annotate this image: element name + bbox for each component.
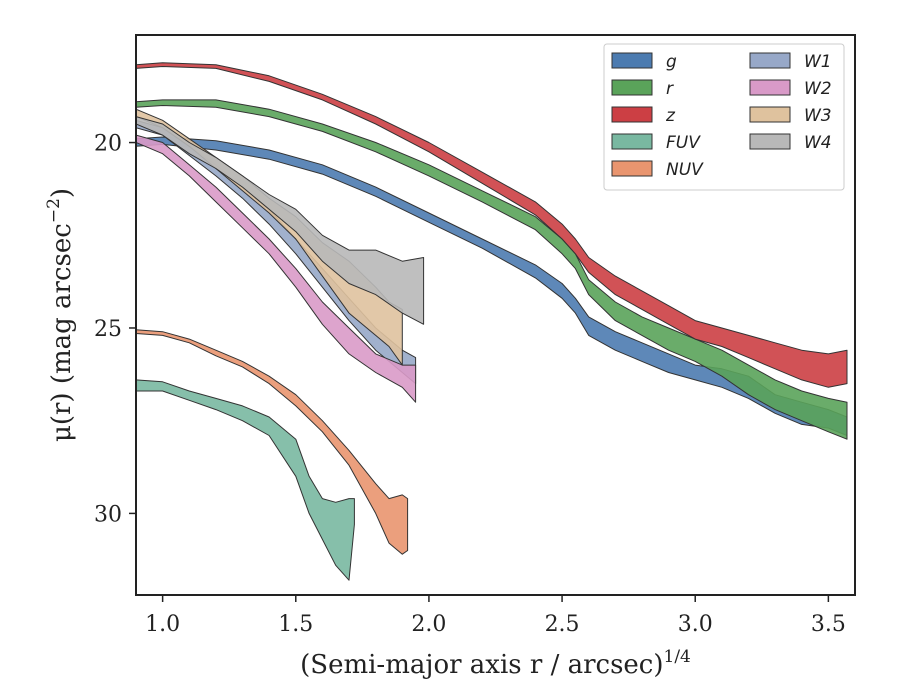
legend: grz FUV NUV W1 W2 W3 W4	[603, 43, 845, 191]
legend-swatch-w3	[749, 106, 791, 123]
legend-items: grz FUV NUV W1 W2 W3 W4	[611, 52, 832, 180]
band-w4	[136, 116, 425, 325]
y-tick-label: 30	[94, 502, 122, 527]
y-axis-label: μ(r) (mag arcsec−2)	[44, 188, 77, 442]
x-tick-label: 2.0	[411, 612, 446, 637]
legend-swatch-nuv	[611, 160, 653, 177]
legend-swatch-z	[611, 106, 653, 123]
band-fuv	[136, 379, 355, 581]
legend-label-g: g	[666, 52, 677, 72]
legend-label-nuv: NUV	[666, 160, 704, 180]
y-axis-label-sup: −2	[44, 198, 64, 223]
x-tick-label: 3.5	[811, 612, 846, 637]
legend-swatch-fuv	[611, 133, 653, 150]
legend-swatch-g	[611, 52, 653, 69]
series-bands	[136, 62, 848, 581]
legend-swatch-w1	[749, 52, 791, 69]
x-tick-label: 3.0	[678, 612, 713, 637]
legend-label-r: r	[666, 79, 674, 99]
legend-swatch-r	[611, 79, 653, 96]
x-axis-label: (Semi-major axis r / arcsec)1/4	[300, 647, 691, 680]
x-tick-label: 1.0	[145, 612, 180, 637]
y-axis-ticks: 20 25 30	[94, 132, 136, 527]
legend-swatch-w2	[749, 79, 791, 96]
y-axis-label-text: μ(r) (mag arcsec	[47, 223, 77, 442]
band-r	[136, 99, 848, 440]
band-w2	[136, 134, 417, 403]
legend-label-w4: W4	[804, 133, 832, 153]
legend-label-w1: W1	[804, 52, 832, 72]
x-tick-label: 2.5	[545, 612, 580, 637]
x-axis-label-text: (Semi-major axis r / arcsec)	[300, 650, 663, 680]
x-axis-label-sup: 1/4	[664, 647, 691, 667]
y-tick-label: 25	[94, 317, 122, 342]
y-tick-label: 20	[94, 132, 122, 157]
legend-label-z: z	[665, 106, 676, 126]
legend-label-w3: W3	[804, 106, 832, 126]
plot-frame	[135, 34, 856, 596]
x-tick-label: 1.5	[278, 612, 313, 637]
legend-swatch-w4	[749, 133, 791, 150]
legend-label-w2: W2	[804, 79, 832, 99]
band-z	[136, 62, 848, 388]
band-nuv	[136, 329, 409, 555]
y-axis-label-tail: )	[47, 188, 77, 198]
legend-label-fuv: FUV	[666, 133, 701, 153]
x-axis-ticks: 1.0 1.5 2.0 2.5 3.0 3.5	[145, 595, 846, 637]
